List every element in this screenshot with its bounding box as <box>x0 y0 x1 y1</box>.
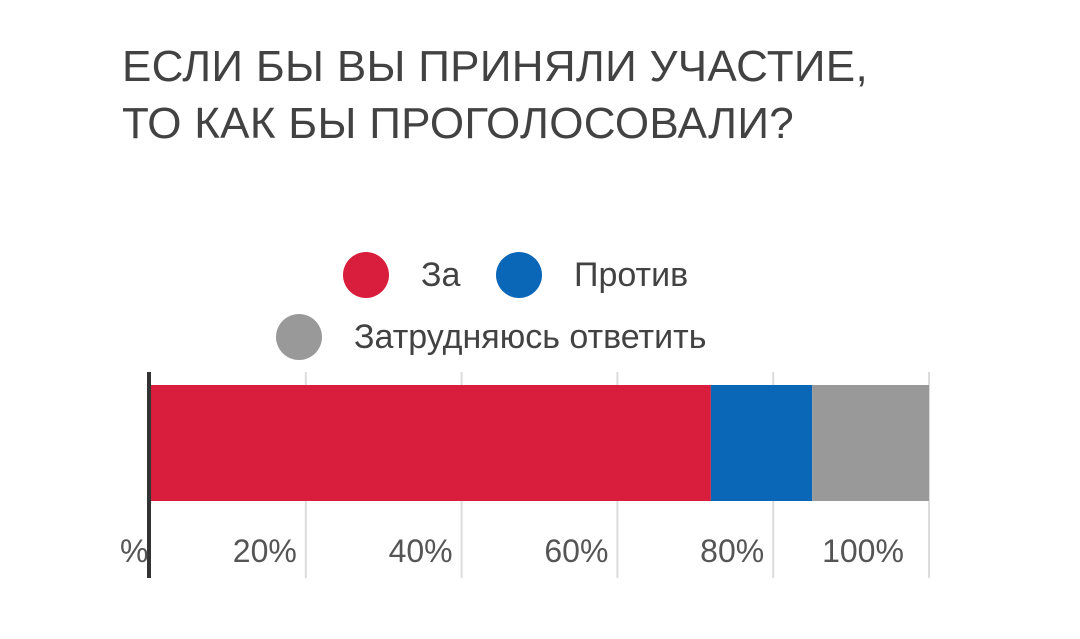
chart-title-line-1: ЕСЛИ БЫ ВЫ ПРИНЯЛИ УЧАСТИЕ, <box>122 42 868 91</box>
legend-label-zatrudnyayus: Затрудняюсь ответить <box>354 317 707 356</box>
x-tick-label-20: 20% <box>232 533 297 569</box>
bar-segment-1 <box>150 385 711 501</box>
legend-label-za: За <box>421 255 461 294</box>
x-tick-label-100: 100% <box>822 533 904 569</box>
legend-item-zatrudnyayus: Затрудняюсь ответить <box>276 314 706 360</box>
legend-item-za: За <box>343 252 460 298</box>
legend-swatch-za <box>343 252 389 298</box>
x-tick-label-60: 60% <box>544 533 609 569</box>
bar-segment-3 <box>812 385 929 501</box>
legend-label-protiv: Против <box>574 255 689 294</box>
x-tick-label-0: % <box>120 533 149 569</box>
x-tick-label-80: 80% <box>700 533 765 569</box>
legend-item-protiv: Против <box>496 252 688 298</box>
bar-segment-2 <box>710 385 813 501</box>
legend-swatch-protiv <box>496 252 542 298</box>
legend-swatch-zatrudnyayus <box>276 314 322 360</box>
chart-title-line-2: ТО КАК БЫ ПРОГОЛОСОВАЛИ? <box>122 99 795 148</box>
x-tick-label-40: 40% <box>388 533 453 569</box>
chart-title: ЕСЛИ БЫ ВЫ ПРИНЯЛИ УЧАСТИЕ, ТО КАК БЫ ПР… <box>122 38 1022 152</box>
